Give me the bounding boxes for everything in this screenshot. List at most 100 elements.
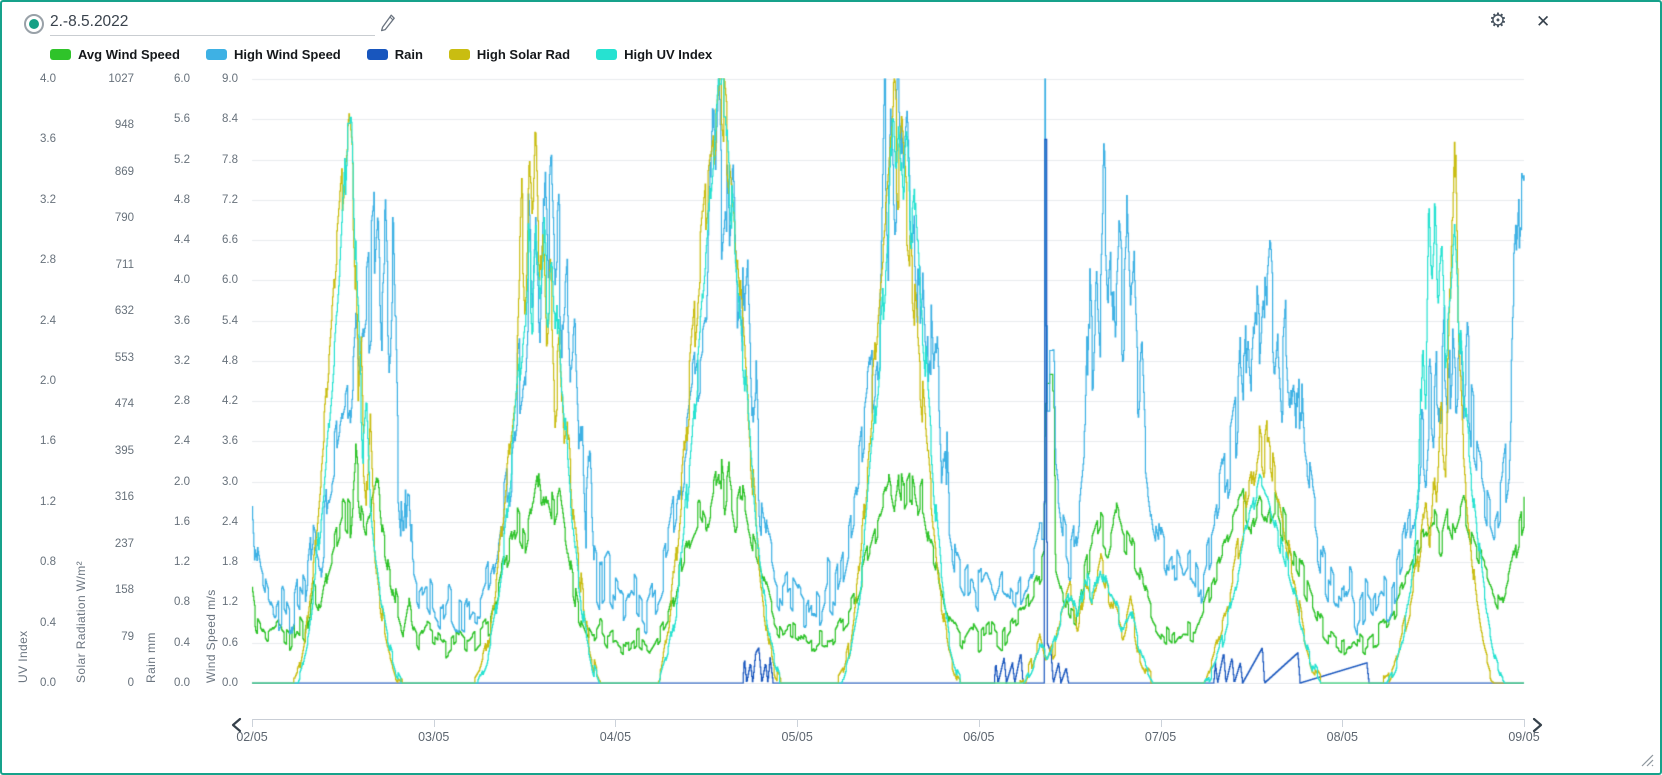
- y-tick-label: 395: [114, 444, 134, 457]
- chevron-left-icon[interactable]: [229, 716, 245, 734]
- y-tick-label: 7.8: [222, 153, 238, 166]
- legend-swatch: [448, 48, 470, 60]
- y-tick-label: 0.0: [174, 677, 190, 689]
- y-tick-label: 4.8: [174, 193, 190, 206]
- legend-item-high-solar-rad[interactable]: High Solar Rad: [448, 46, 571, 62]
- y-tick-label: 237: [114, 537, 134, 550]
- y-tick-label: 6.6: [222, 234, 238, 247]
- y-tick-label: 474: [114, 398, 134, 411]
- y-tick-label: 3.2: [174, 354, 190, 367]
- gear-icon[interactable]: ⚙: [1489, 10, 1507, 32]
- chart-legend: Avg Wind Speed High Wind Speed Rain High So…: [50, 46, 712, 62]
- y-tick-label: 9.0: [222, 73, 238, 85]
- legend-swatch: [50, 48, 71, 60]
- y-tick-label: 6.0: [222, 274, 238, 287]
- legend-item-high-uv-index[interactable]: High UV Index: [596, 47, 712, 62]
- y-tick-label: 711: [115, 258, 134, 271]
- y-tick-label: 1.2: [222, 596, 238, 609]
- y-tick-label: 3.6: [40, 133, 56, 146]
- x-tick-label: 05/05: [781, 730, 813, 744]
- y-tick-label: 1.2: [174, 556, 190, 569]
- legend-item-avg-wind-speed[interactable]: Avg Wind Speed: [50, 47, 180, 62]
- y-tick-label: 2.4: [174, 435, 190, 448]
- timeline-ticks: [252, 719, 1525, 728]
- y-tick-label: 5.6: [174, 113, 190, 126]
- timeline-tick: [1524, 719, 1525, 727]
- wind-axis-ticks: 9.0 8.4 7.8 7.2 6.6 6.0 5.4 4.8 4.2 3.6 3.0 2.4 1.8 1…: [196, 73, 238, 689]
- y-tick-label: 4.2: [222, 395, 238, 408]
- timeline-tick: [1160, 719, 1162, 727]
- y-tick-label: 7.2: [222, 193, 238, 206]
- legend-swatch: [366, 48, 388, 60]
- y-tick-label: 5.2: [174, 153, 190, 166]
- legend-item-rain[interactable]: Rain: [366, 46, 423, 62]
- y-tick-label: 2.4: [222, 515, 238, 528]
- y-tick-label: 0.4: [40, 616, 56, 629]
- y-tick-label: 4.0: [40, 73, 56, 85]
- y-tick-label: 1027: [108, 73, 134, 85]
- pencil-icon[interactable]: [379, 13, 398, 33]
- timeline-tick: [252, 719, 253, 727]
- y-tick-label: 2.0: [40, 375, 56, 387]
- y-tick-label: 158: [114, 584, 134, 597]
- date-range-input[interactable]: 2.-8.5.2022: [50, 8, 375, 36]
- y-tick-label: 869: [114, 165, 134, 178]
- y-tick-label: 1.8: [222, 556, 238, 569]
- uv-axis-ticks: 4.0 3.6 3.2 2.8 2.4 2.0 1.6 1.2 0.8 0.4 0.0: [10, 73, 56, 689]
- timeline-track[interactable]: [252, 719, 1524, 720]
- legend-label: High Solar Rad: [476, 46, 571, 62]
- x-axis-labels: 02/05 03/05 04/05 05/05 06/05 07/05 08/05 09/05: [236, 730, 1539, 748]
- y-tick-label: 3.6: [174, 314, 190, 327]
- solar-axis-ticks: 1027 948 869 790 711 632 553 474 395 316 237 158 79 0: [88, 73, 134, 689]
- y-tick-label: 0.8: [40, 556, 56, 569]
- x-tick-label: 09/05: [1508, 730, 1540, 744]
- date-range-value: 2.-8.5.2022: [50, 13, 129, 30]
- solar-axis-title: Solar Radiation W/m²: [74, 560, 88, 683]
- legend-label: High UV Index: [624, 46, 713, 62]
- x-tick-label: 04/05: [599, 730, 632, 744]
- y-tick-label: 3.0: [222, 475, 238, 488]
- rain-axis-ticks: 6.0 5.6 5.2 4.8 4.4 4.0 3.6 3.2 2.8 2.4 2.0 1.6 1.2 0…: [148, 73, 190, 689]
- chevron-right-icon[interactable]: [1529, 716, 1545, 734]
- y-tick-label: 2.0: [174, 475, 190, 488]
- y-tick-label: 0.0: [222, 677, 238, 689]
- y-tick-label: 4.8: [222, 354, 238, 367]
- y-tick-label: 4.4: [174, 234, 190, 247]
- y-tick-label: 553: [114, 351, 134, 364]
- x-tick-label: 06/05: [963, 730, 995, 744]
- y-tick-label: 3.2: [40, 193, 56, 206]
- legend-item-high-wind-speed[interactable]: High Wind Speed: [205, 46, 341, 62]
- legend-swatch: [596, 48, 618, 60]
- radio-dot: [29, 19, 39, 29]
- legend-label: Rain: [394, 46, 423, 62]
- radio-selected-icon[interactable]: [24, 14, 44, 34]
- chart-plot-canvas[interactable]: [251, 78, 1525, 684]
- y-tick-label: 316: [114, 491, 134, 504]
- legend-label: High Wind Speed: [233, 46, 341, 62]
- y-tick-label: 0.4: [174, 636, 190, 649]
- legend-label: Avg Wind Speed: [78, 46, 180, 62]
- y-tick-label: 790: [114, 212, 134, 225]
- y-tick-label: 2.4: [40, 314, 56, 327]
- y-tick-label: 0.0: [40, 677, 56, 689]
- legend-swatch: [205, 48, 227, 60]
- y-tick-label: 2.8: [174, 395, 190, 408]
- resize-grip-icon[interactable]: [1638, 751, 1655, 768]
- y-tick-label: 1.6: [174, 515, 190, 528]
- timeline-tick: [1342, 719, 1344, 727]
- timeline-tick: [978, 719, 980, 727]
- timeline-tick: [433, 719, 435, 727]
- y-tick-label: 3.6: [222, 435, 238, 448]
- y-tick-label: 1.6: [40, 435, 56, 448]
- y-tick-label: 2.8: [40, 254, 56, 267]
- y-tick-label: 8.4: [222, 113, 238, 126]
- y-tick-label: 1.2: [40, 495, 56, 508]
- x-tick-label: 02/05: [236, 730, 268, 744]
- y-tick-label: 79: [121, 630, 134, 643]
- y-tick-label: 0.6: [222, 636, 238, 649]
- timeline-tick: [797, 719, 799, 727]
- x-tick-label: 07/05: [1144, 730, 1177, 744]
- y-tick-label: 4.0: [174, 274, 190, 287]
- y-tick-label: 5.4: [222, 314, 238, 327]
- close-icon[interactable]: ✕: [1536, 12, 1551, 31]
